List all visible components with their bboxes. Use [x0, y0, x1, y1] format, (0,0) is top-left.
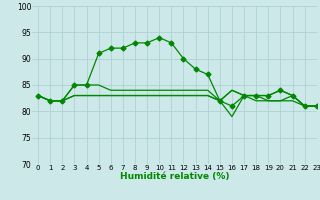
X-axis label: Humidité relative (%): Humidité relative (%) — [120, 172, 229, 181]
